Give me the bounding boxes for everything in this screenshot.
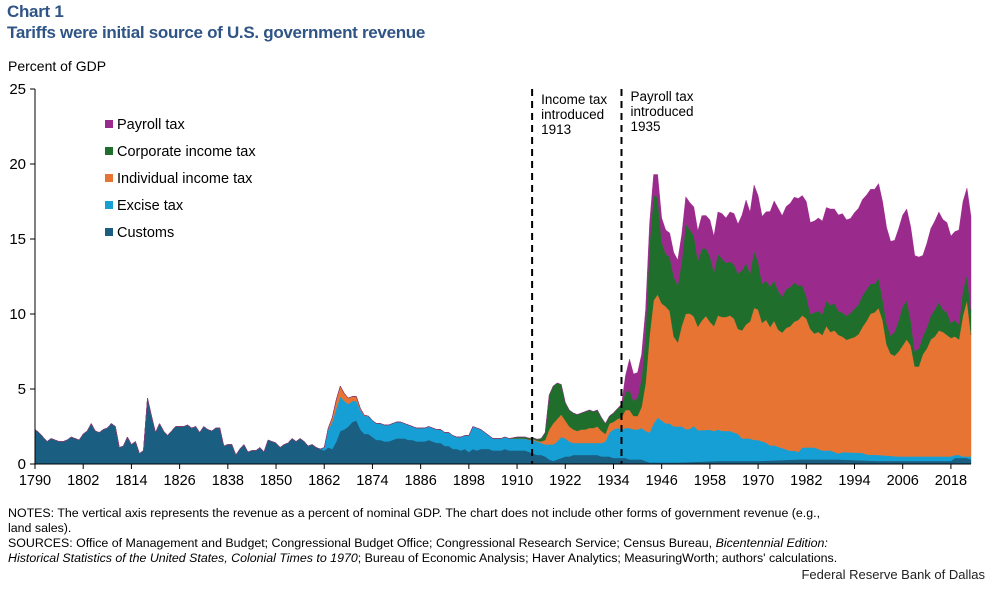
sources-text: SOURCES: Office of Management and Budget… [8, 536, 828, 551]
annotation-label-1913: 1913 [541, 122, 571, 137]
y-tick-label: 25 [9, 81, 26, 98]
sources-suffix: ; Bureau of Economic Analysis; Haver Ana… [357, 551, 838, 565]
x-tick-label: 1994 [838, 473, 870, 489]
notes-text-continued: land sales). [8, 521, 72, 535]
x-tick-label: 1886 [405, 473, 437, 489]
chart-title: Tariffs were initial source of U.S. gove… [7, 23, 426, 42]
credit-line: Federal Reserve Bank of Dallas [801, 567, 985, 582]
x-tick-label: 1922 [549, 473, 581, 489]
x-tick-label: 1982 [790, 473, 822, 489]
x-tick-label: 1970 [742, 473, 774, 489]
legend-swatch-corporate-income-tax [105, 147, 113, 155]
x-tick-label: 1874 [356, 473, 388, 489]
legend-swatch-customs [105, 228, 113, 236]
x-tick-label: 1826 [163, 473, 195, 489]
x-tick-label: 1862 [308, 473, 340, 489]
notes-text: NOTES: The vertical axis represents the … [8, 506, 821, 520]
legend-label-individual-income-tax: Individual income tax [117, 171, 253, 187]
annotation-label-1935: 1935 [630, 119, 660, 134]
chart-number: Chart 1 [7, 2, 64, 21]
x-tick-label: 2018 [935, 473, 967, 489]
y-tick-label: 5 [18, 381, 26, 398]
annotation-label-1913: introduced [541, 107, 604, 122]
x-tick-label: 2006 [887, 473, 919, 489]
x-tick-label: 1934 [597, 473, 629, 489]
x-tick-label: 1802 [67, 473, 99, 489]
axes: 0 5 10 15 20 25 1790 1802 1814 1826 1838 1850 1862 18… [9, 81, 971, 489]
x-tick-label: 1790 [19, 473, 51, 489]
y-tick-label: 0 [18, 456, 26, 473]
x-tick-label: 1814 [115, 473, 147, 489]
y-tick-label: 10 [9, 306, 26, 323]
sources-text-continued: Historical Statistics of the United Stat… [8, 551, 837, 566]
annotation-label-1935: Payroll tax [630, 89, 693, 104]
x-tick-label: 1958 [694, 473, 726, 489]
x-tick-label: 1946 [646, 473, 678, 489]
x-tick-label: 1898 [453, 473, 485, 489]
y-tick-label: 15 [9, 231, 26, 248]
sources-prefix: SOURCES: Office of Management and Budget… [8, 536, 716, 550]
y-tick-label: 20 [9, 156, 26, 173]
legend-swatch-payroll-tax [105, 120, 113, 128]
area-layers [34, 174, 972, 465]
legend-label-excise-tax: Excise tax [117, 198, 184, 214]
x-tick-label: 1838 [212, 473, 244, 489]
y-axis-unit-label: Percent of GDP [8, 58, 107, 74]
sources-book-title-part2: Historical Statistics of the United Stat… [8, 551, 358, 565]
legend-swatch-individual-income-tax [105, 174, 113, 182]
legend-label-payroll-tax: Payroll tax [117, 117, 185, 133]
legend-label-corporate-income-tax: Corporate income tax [117, 144, 256, 160]
x-tick-label: 1910 [501, 473, 533, 489]
stacked-area-chart: 0 5 10 15 20 25 1790 1802 1814 1826 1838 1850 1862 18… [9, 81, 972, 489]
x-tick-label: 1850 [260, 473, 292, 489]
annotation-label-1913: Income tax [541, 92, 607, 107]
legend-label-customs: Customs [117, 225, 174, 241]
legend: Payroll tax Corporate income tax Individua… [105, 117, 256, 241]
legend-swatch-excise-tax [105, 201, 113, 209]
annotation-label-1935: introduced [630, 104, 693, 119]
area-payroll-tax [34, 174, 972, 456]
sources-book-title-part1: Bicentennial Edition: [715, 536, 828, 550]
